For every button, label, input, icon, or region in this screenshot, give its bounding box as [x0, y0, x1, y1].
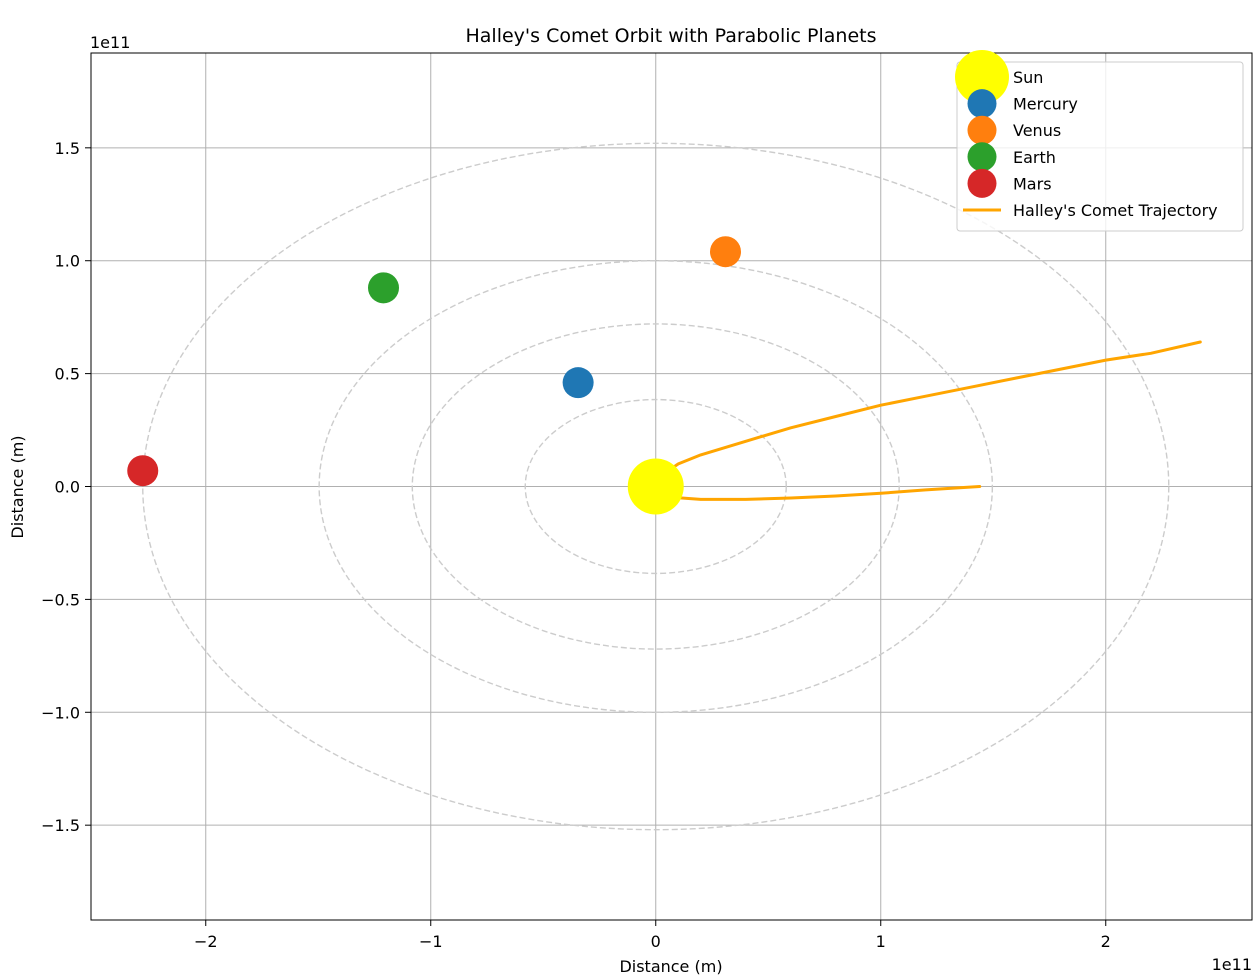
- y-tick-label: −1.5: [41, 816, 80, 835]
- y-tick-label: 1.0: [55, 252, 80, 271]
- orbit-ellipse: [411, 323, 900, 650]
- x-axis-offset-text: 1e11: [1212, 955, 1252, 974]
- data-series: [127, 236, 1202, 515]
- legend-mars-marker: [967, 168, 997, 198]
- orbit-ellipse: [524, 398, 787, 575]
- x-tick-label: 1: [876, 932, 886, 951]
- y-axis-label: Distance (m): [8, 435, 27, 538]
- earth-marker: [368, 272, 399, 304]
- x-tick-label: 2: [1101, 932, 1111, 951]
- orbit-paths: [142, 142, 1170, 831]
- legend-sun-label: Sun: [1013, 68, 1043, 87]
- orbit-ellipse: [318, 260, 994, 713]
- orbit-ellipse: [142, 142, 1170, 831]
- comet-trajectory-line: [654, 340, 1202, 501]
- legend-sun-marker: [955, 50, 1009, 104]
- venus-marker: [710, 236, 741, 268]
- legend-mars-label: Mars: [1013, 174, 1052, 193]
- mercury-marker: [562, 367, 594, 399]
- legend-earth-marker: [967, 142, 997, 172]
- axis-ticks: −2 −1 0 1 2 1.5 1.0 0.5 0.0 −0.5 −1.0 −1.5: [41, 139, 1111, 951]
- legend: Sun Mercury Venus Earth Mars Halley's Comet T…: [955, 50, 1244, 232]
- sun-marker: [627, 458, 684, 515]
- y-tick-label: 1.5: [55, 139, 80, 158]
- legend-halley-s-comet-trajectory-label: Halley's Comet Trajectory: [1013, 201, 1218, 220]
- x-tick-label: 0: [651, 932, 661, 951]
- legend-mercury-label: Mercury: [1013, 95, 1078, 114]
- legend-venus-marker: [967, 115, 997, 145]
- x-tick-label: −1: [419, 932, 443, 951]
- y-axis-offset-text: 1e11: [90, 33, 130, 52]
- chart-title: Halley's Comet Orbit with Parabolic Plan…: [466, 25, 877, 47]
- y-tick-label: −0.5: [41, 590, 80, 609]
- y-tick-label: 0.0: [55, 478, 80, 497]
- legend-venus-label: Venus: [1013, 121, 1061, 140]
- x-tick-label: −2: [194, 932, 218, 951]
- y-tick-label: −1.0: [41, 703, 80, 722]
- legend-mercury-marker: [967, 89, 997, 119]
- legend-earth-label: Earth: [1013, 148, 1056, 167]
- y-tick-label: 0.5: [55, 365, 80, 384]
- mars-marker: [127, 455, 159, 487]
- x-axis-label: Distance (m): [619, 957, 722, 975]
- legend-box: [956, 61, 1244, 232]
